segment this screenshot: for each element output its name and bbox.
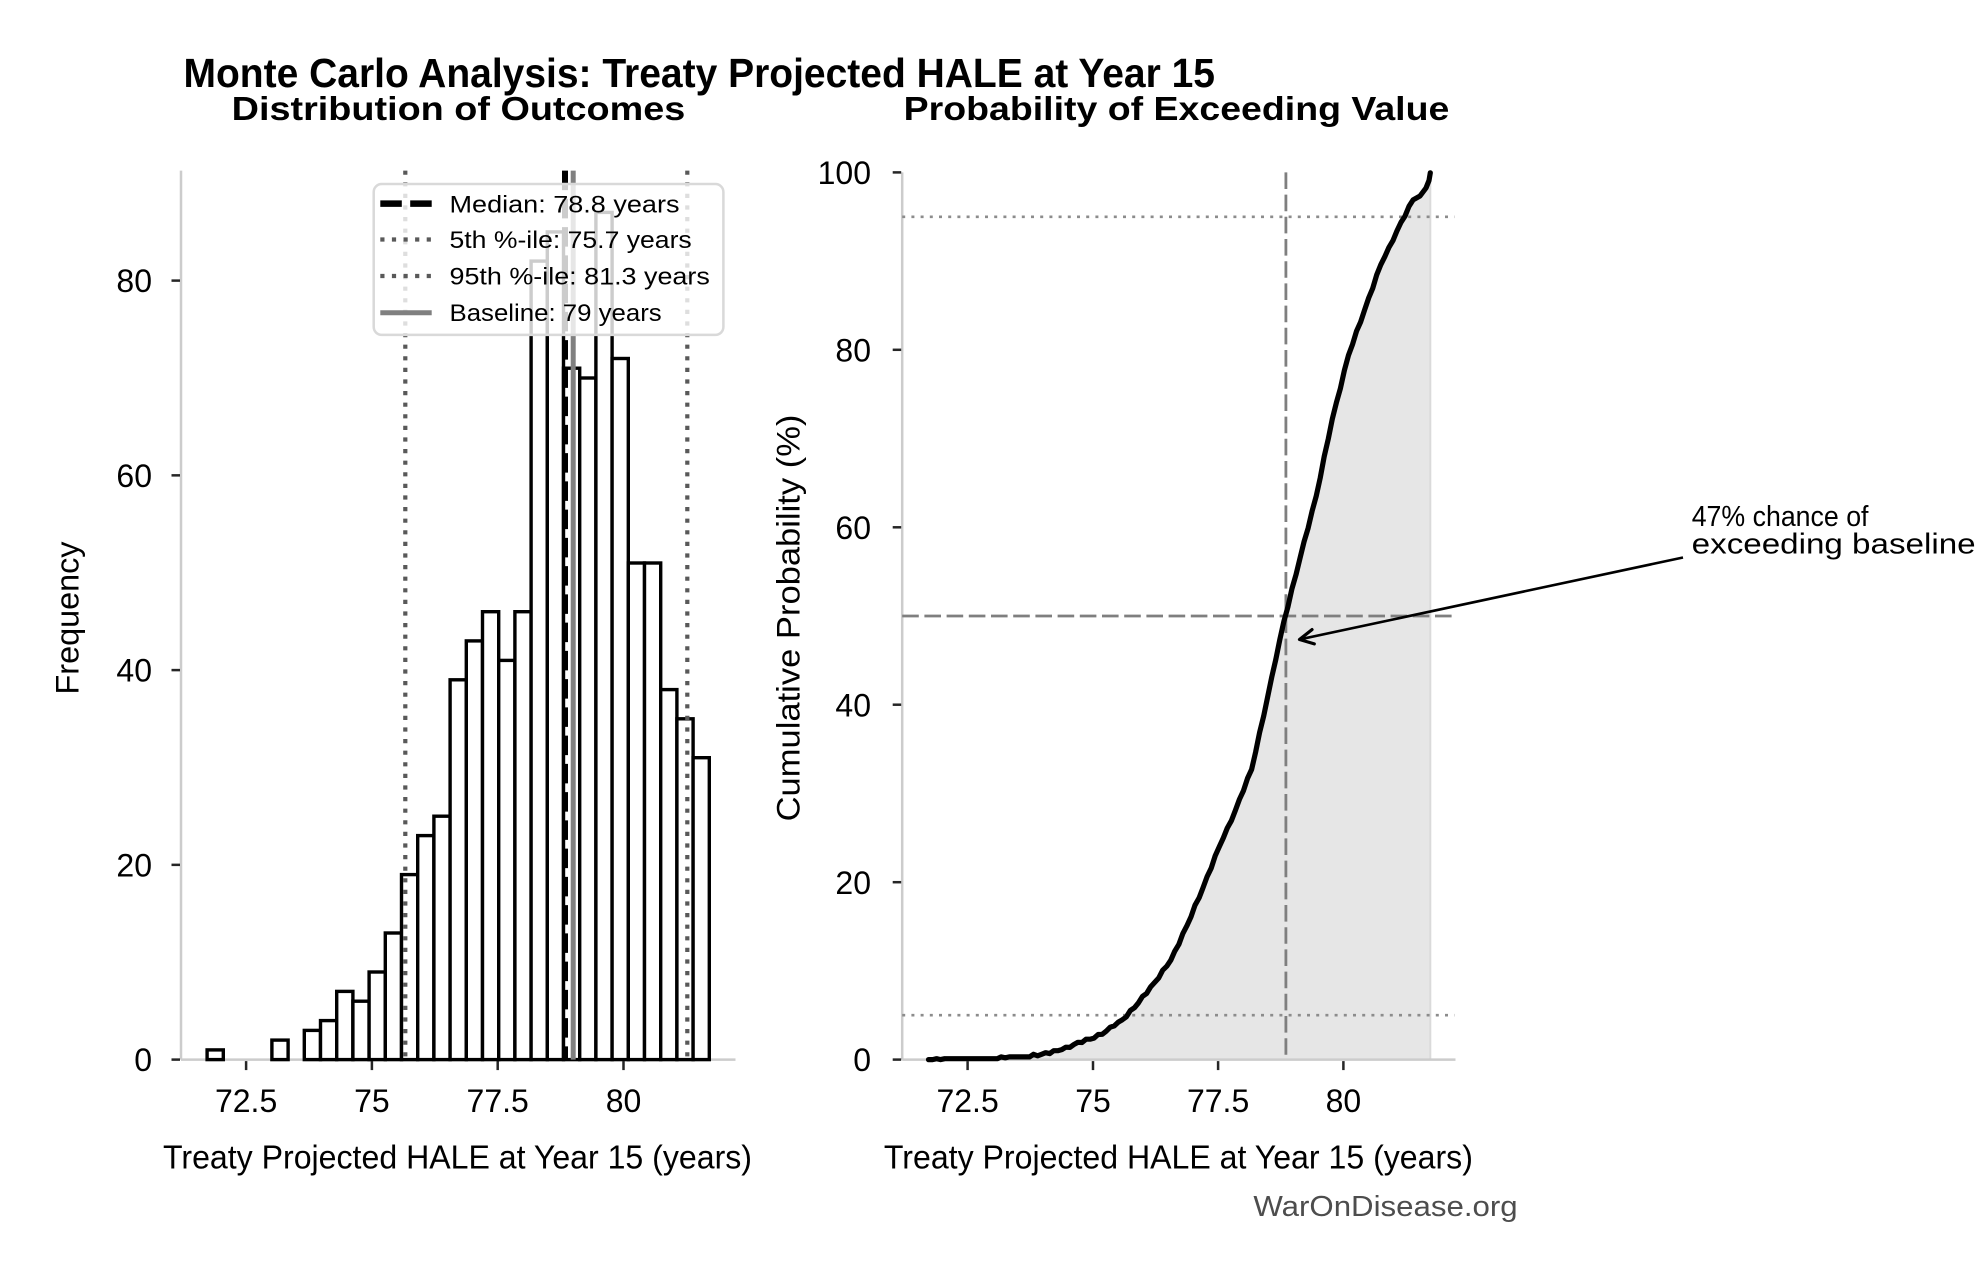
svg-text:WarOnDisease.org: WarOnDisease.org [1253, 1191, 1517, 1223]
svg-text:47% chance of: 47% chance of [1692, 501, 1870, 533]
svg-text:40: 40 [835, 687, 871, 723]
svg-text:80: 80 [835, 332, 871, 368]
svg-text:80: 80 [116, 263, 152, 299]
svg-text:Treaty Projected HALE at Year: Treaty Projected HALE at Year 15 (years) [163, 1139, 752, 1176]
svg-text:72.5: 72.5 [936, 1083, 998, 1119]
svg-text:77.5: 77.5 [1187, 1083, 1249, 1119]
svg-text:60: 60 [116, 458, 152, 494]
svg-text:80: 80 [1326, 1083, 1362, 1119]
svg-text:Distribution of Outcomes: Distribution of Outcomes [232, 91, 686, 128]
svg-text:exceeding baseline: exceeding baseline [1692, 529, 1976, 561]
svg-text:5th %-ile: 75.7 years: 5th %-ile: 75.7 years [450, 227, 692, 254]
svg-text:0: 0 [853, 1042, 871, 1078]
svg-text:72.5: 72.5 [215, 1083, 277, 1119]
svg-text:Treaty Projected HALE at Year: Treaty Projected HALE at Year 15 (years) [884, 1139, 1473, 1176]
svg-text:60: 60 [835, 510, 871, 546]
svg-text:95th %-ile: 81.3 years: 95th %-ile: 81.3 years [450, 263, 710, 290]
svg-text:Baseline: 79 years: Baseline: 79 years [450, 300, 662, 327]
svg-text:80: 80 [606, 1083, 642, 1119]
svg-text:Probability of Exceeding Value: Probability of Exceeding Value [904, 91, 1450, 128]
svg-text:Monte Carlo Analysis: Treaty P: Monte Carlo Analysis: Treaty Projected H… [184, 50, 1216, 96]
svg-text:0: 0 [134, 1042, 152, 1078]
svg-text:40: 40 [116, 653, 152, 689]
svg-text:20: 20 [835, 865, 871, 901]
svg-text:75: 75 [354, 1083, 390, 1119]
svg-text:Cumulative Probability (%): Cumulative Probability (%) [771, 415, 807, 822]
svg-text:Frequency: Frequency [50, 542, 86, 695]
svg-text:75: 75 [1075, 1083, 1111, 1119]
svg-text:20: 20 [116, 847, 152, 883]
svg-text:Median: 78.8 years: Median: 78.8 years [450, 191, 680, 218]
svg-text:100: 100 [818, 155, 871, 191]
svg-text:77.5: 77.5 [467, 1083, 529, 1119]
